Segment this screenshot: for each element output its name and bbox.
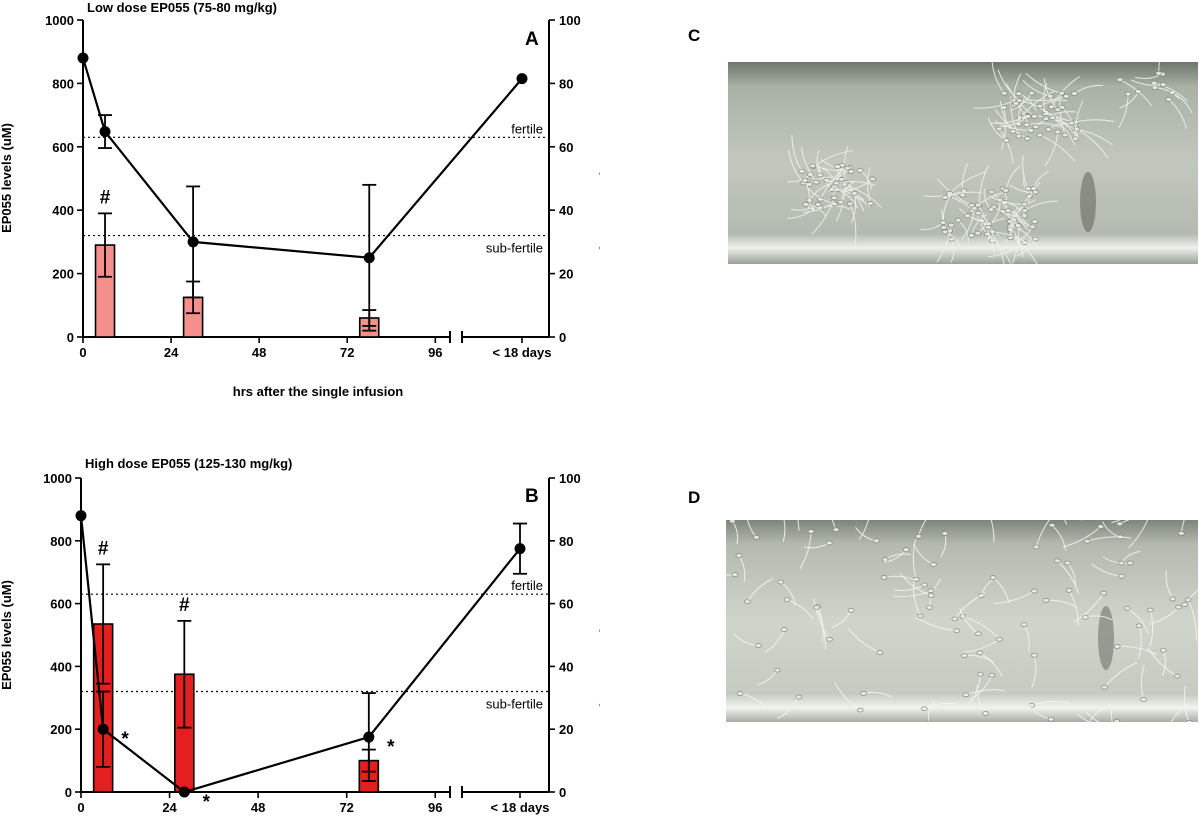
chart-b-line-point (363, 731, 375, 743)
chart-a-y-right-tick-label: 80 (559, 76, 573, 91)
chart-a-y-right-tick-label: 0 (559, 330, 566, 345)
chart-a-y-left-label: EP055 levels (uM) (0, 123, 14, 233)
chart-a-line-point (363, 252, 375, 264)
chart-a-y-right-tick-label: 100 (559, 13, 581, 28)
chart-b-x-tick-label: 96 (428, 800, 442, 815)
chart-a-y-left-tick-label: 200 (52, 267, 74, 282)
chart-b-y-left-label: EP055 levels (uM) (0, 580, 14, 690)
chart-b-title: High dose EP055 (125-130 mg/kg) (85, 456, 292, 471)
photo-label-c: C (688, 26, 701, 45)
chart-a-title: Low dose EP055 (75-80 mg/kg) (87, 0, 277, 15)
chart-b-bar-marker: # (98, 538, 109, 559)
chart-b-reference-label: fertile (511, 578, 543, 593)
chart-b-panel-label: B (525, 486, 539, 507)
chart-a-x-tick-label: 24 (164, 345, 179, 360)
chart-b-line-point (75, 510, 87, 522)
photo-label-d: D (688, 488, 701, 507)
chart-b-x-tick-label: 24 (162, 800, 177, 815)
chart-a-y-right-tick-label: 60 (559, 140, 573, 155)
chart-b-x-tick-label: 0 (77, 800, 84, 815)
sperm-photo-d (726, 520, 1198, 722)
chart-b-y-left-tick-label: 0 (65, 785, 72, 800)
chart-b-y-left-tick-label: 600 (50, 597, 72, 612)
chart-a-line-point (187, 236, 199, 248)
chart-a-y-right-tick-label: 40 (559, 203, 573, 218)
chart-b-bar-marker: # (179, 595, 190, 616)
chart-a-x-label: hrs after the single infusion (233, 384, 404, 399)
chart-a-x-tick-label: 72 (340, 345, 354, 360)
chart-a-x-tick-label-extra: < 18 days (493, 345, 552, 360)
chart-b-y-left-tick-label: 1000 (43, 471, 72, 486)
chart-b-x-tick-label: 48 (251, 800, 265, 815)
chart-a-reference-label: sub-fertile (486, 241, 543, 256)
chart-a-line-point (77, 52, 89, 64)
chart-b-line-point (178, 786, 190, 798)
chart-b-line-marker: * (203, 792, 211, 813)
chart-b-y-left-tick-label: 400 (50, 659, 72, 674)
chart-b-y-right-tick-label: 60 (559, 597, 573, 612)
chart-a-y-right-tick-label: 20 (559, 267, 573, 282)
chart-b-x-tick-label: 72 (339, 800, 353, 815)
chart-a-x-tick-label: 0 (79, 345, 86, 360)
chart-b-reference-label: sub-fertile (486, 697, 543, 712)
chart-b-y-left-tick-label: 200 (50, 722, 72, 737)
chart-b-line-point (514, 543, 526, 555)
chart-a-bar-marker: # (100, 187, 111, 208)
chart-b-y-right-tick-label: 80 (559, 534, 573, 549)
chart-a-line-point (516, 73, 528, 85)
chart-b-y-right-label: % normal sperm motility (599, 560, 600, 712)
chart-a-y-left-tick-label: 600 (52, 140, 74, 155)
chart-b-y-right-tick-label: 0 (559, 785, 566, 800)
chart-a-y-left-tick-label: 800 (52, 76, 74, 91)
chart-a-x-tick-label: 48 (252, 345, 266, 360)
chart-a-line-point (99, 126, 111, 138)
chart-b-x-tick-label-extra: < 18 days (491, 800, 550, 815)
sperm-photo-c (728, 62, 1198, 264)
chart-a-y-left-tick-label: 0 (67, 330, 74, 345)
chart-a-line-series (81, 57, 523, 259)
chart-b-line-marker: * (121, 729, 129, 750)
chart-a-x-tick-label: 96 (428, 345, 442, 360)
chart-b-y-right-tick-label: 20 (559, 722, 573, 737)
chart-a-reference-label: fertile (511, 121, 543, 136)
chart-a-y-right-label: % normal sperm motility (599, 103, 600, 255)
chart-b-line-series (79, 515, 521, 794)
chart-a-panel-label: A (525, 29, 539, 50)
chart-b-line-marker: * (387, 737, 395, 758)
chart-b-y-right-tick-label: 40 (559, 659, 573, 674)
chart-b-y-right-tick-label: 100 (559, 471, 581, 486)
chart-b-line-point (97, 723, 109, 735)
charts-svg: Low dose EP055 (75-80 mg/kg)A02004006008… (0, 0, 614, 815)
chart-a-y-left-tick-label: 400 (52, 203, 74, 218)
chart-a-y-left-tick-label: 1000 (45, 13, 74, 28)
chart-b-y-left-tick-label: 800 (50, 534, 72, 549)
